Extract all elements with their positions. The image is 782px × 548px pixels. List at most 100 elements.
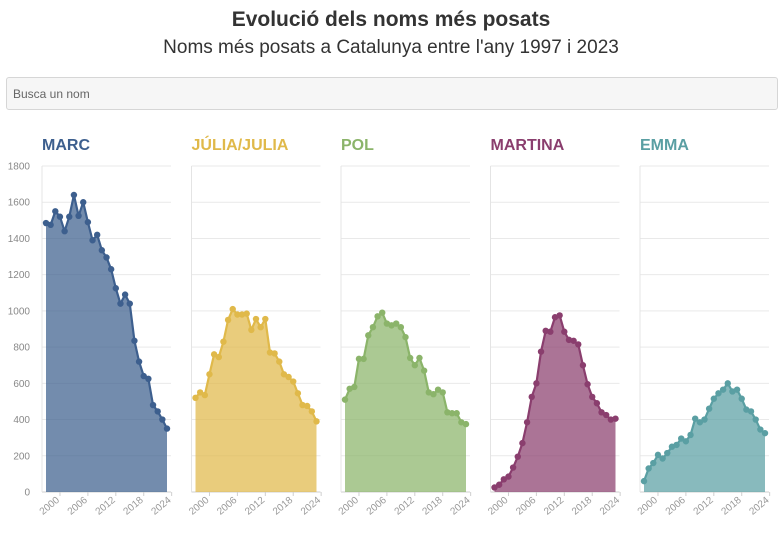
data-point-pol-2021[interactable]: [453, 410, 460, 417]
data-point-j-lia-julia-1999[interactable]: [201, 391, 209, 399]
data-point-marc-2017[interactable]: [135, 358, 143, 365]
data-point-emma-2022[interactable]: [757, 426, 764, 433]
data-point-marc-2015[interactable]: [126, 300, 133, 307]
search-input[interactable]: [6, 77, 778, 110]
data-point-pol-2011[interactable]: [406, 354, 414, 362]
data-point-marc-2007[interactable]: [89, 237, 96, 244]
data-point-marc-2016[interactable]: [131, 337, 138, 344]
data-point-emma-2012[interactable]: [710, 395, 718, 402]
data-point-pol-2017[interactable]: [434, 386, 442, 393]
data-point-martina-2014[interactable]: [570, 337, 577, 344]
data-point-j-lia-julia-2016[interactable]: [280, 371, 288, 378]
data-point-marc-2010[interactable]: [103, 254, 110, 261]
data-point-j-lia-julia-2002[interactable]: [215, 353, 222, 361]
data-point-martina-1997[interactable]: [491, 484, 498, 491]
data-point-marc-2005[interactable]: [80, 199, 87, 206]
data-point-marc-2008[interactable]: [93, 231, 101, 239]
data-point-martina-2001[interactable]: [509, 464, 517, 471]
data-point-martina-2003[interactable]: [519, 439, 526, 447]
data-point-marc-2004[interactable]: [75, 212, 82, 220]
data-point-martina-1999[interactable]: [500, 476, 508, 483]
data-point-pol-2014[interactable]: [420, 367, 428, 374]
data-point-martina-2011[interactable]: [556, 312, 563, 319]
data-point-j-lia-julia-2014[interactable]: [271, 350, 278, 357]
data-point-emma-2010[interactable]: [701, 416, 708, 423]
data-point-emma-2011[interactable]: [705, 405, 713, 412]
data-point-emma-2008[interactable]: [691, 415, 699, 422]
data-point-emma-2006[interactable]: [682, 438, 690, 445]
data-point-emma-2020[interactable]: [747, 408, 755, 415]
data-point-martina-2012[interactable]: [561, 328, 568, 335]
data-point-marc-2003[interactable]: [70, 191, 78, 199]
data-point-emma-2000[interactable]: [654, 451, 662, 459]
data-point-marc-2006[interactable]: [84, 218, 92, 226]
data-point-marc-2014[interactable]: [121, 291, 129, 298]
data-point-emma-2021[interactable]: [752, 416, 759, 423]
data-point-martina-2002[interactable]: [514, 453, 521, 460]
data-point-martina-2017[interactable]: [584, 381, 591, 388]
data-point-pol-2008[interactable]: [392, 320, 400, 327]
data-point-emma-2023[interactable]: [761, 429, 769, 437]
data-point-j-lia-julia-2001[interactable]: [210, 351, 218, 358]
data-point-j-lia-julia-2015[interactable]: [276, 358, 283, 365]
data-point-martina-2020[interactable]: [598, 409, 605, 416]
data-point-j-lia-julia-2021[interactable]: [303, 402, 311, 410]
data-point-j-lia-julia-2009[interactable]: [248, 326, 255, 334]
data-point-j-lia-julia-1998[interactable]: [196, 389, 204, 396]
data-point-pol-2005[interactable]: [379, 309, 386, 316]
data-point-pol-2009[interactable]: [397, 323, 405, 331]
data-point-pol-2001[interactable]: [360, 355, 367, 363]
data-point-marc-2019[interactable]: [145, 375, 152, 383]
data-point-martina-2007[interactable]: [537, 348, 545, 355]
data-point-j-lia-julia-2000[interactable]: [206, 371, 213, 378]
data-point-martina-2016[interactable]: [579, 362, 587, 369]
data-point-emma-2009[interactable]: [696, 419, 704, 426]
data-point-marc-2020[interactable]: [149, 401, 157, 409]
data-point-emma-1999[interactable]: [650, 459, 657, 467]
data-point-marc-2023[interactable]: [163, 425, 171, 432]
data-point-pol-2002[interactable]: [365, 332, 372, 339]
data-point-marc-1998[interactable]: [47, 221, 54, 229]
data-point-martina-2000[interactable]: [505, 473, 512, 480]
data-point-martina-2021[interactable]: [602, 411, 610, 419]
data-point-marc-2002[interactable]: [66, 213, 73, 220]
data-point-marc-2012[interactable]: [112, 285, 120, 292]
data-point-marc-2021[interactable]: [154, 408, 161, 415]
data-point-marc-2001[interactable]: [61, 228, 68, 235]
data-point-marc-2000[interactable]: [56, 213, 64, 220]
data-point-emma-1998[interactable]: [645, 465, 652, 472]
data-point-martina-2015[interactable]: [575, 341, 582, 348]
data-point-pol-2018[interactable]: [439, 389, 446, 396]
data-point-marc-2011[interactable]: [107, 266, 115, 273]
data-point-emma-1997[interactable]: [640, 477, 648, 485]
data-point-pol-2010[interactable]: [402, 333, 409, 341]
data-point-j-lia-julia-2006[interactable]: [234, 311, 241, 318]
data-point-martina-2004[interactable]: [523, 419, 531, 426]
data-point-emma-2018[interactable]: [738, 395, 745, 402]
data-point-pol-2003[interactable]: [369, 323, 377, 331]
data-point-pol-1997[interactable]: [341, 396, 349, 403]
data-point-martina-2018[interactable]: [589, 393, 596, 401]
data-point-martina-2005[interactable]: [528, 393, 535, 401]
data-point-j-lia-julia-2019[interactable]: [294, 390, 302, 397]
data-point-j-lia-julia-2008[interactable]: [243, 310, 250, 317]
data-point-pol-2000[interactable]: [355, 355, 363, 363]
data-point-pol-2013[interactable]: [416, 354, 423, 362]
data-point-emma-2014[interactable]: [719, 386, 727, 393]
data-point-j-lia-julia-2004[interactable]: [224, 316, 232, 324]
data-point-j-lia-julia-2005[interactable]: [229, 305, 236, 313]
data-point-emma-2001[interactable]: [659, 455, 666, 462]
data-point-pol-1999[interactable]: [351, 383, 358, 391]
data-point-pol-2004[interactable]: [374, 313, 381, 320]
data-point-j-lia-julia-2017[interactable]: [285, 373, 292, 381]
data-point-emma-2004[interactable]: [673, 441, 680, 449]
data-point-pol-2023[interactable]: [462, 420, 470, 428]
data-point-emma-2015[interactable]: [724, 380, 731, 387]
data-point-j-lia-julia-2003[interactable]: [220, 338, 227, 345]
data-point-marc-2018[interactable]: [140, 372, 147, 380]
data-point-emma-2013[interactable]: [715, 390, 722, 397]
data-point-j-lia-julia-2012[interactable]: [262, 315, 269, 323]
data-point-j-lia-julia-2011[interactable]: [257, 323, 264, 331]
data-point-emma-2002[interactable]: [664, 449, 671, 457]
data-point-pol-2020[interactable]: [448, 410, 456, 417]
